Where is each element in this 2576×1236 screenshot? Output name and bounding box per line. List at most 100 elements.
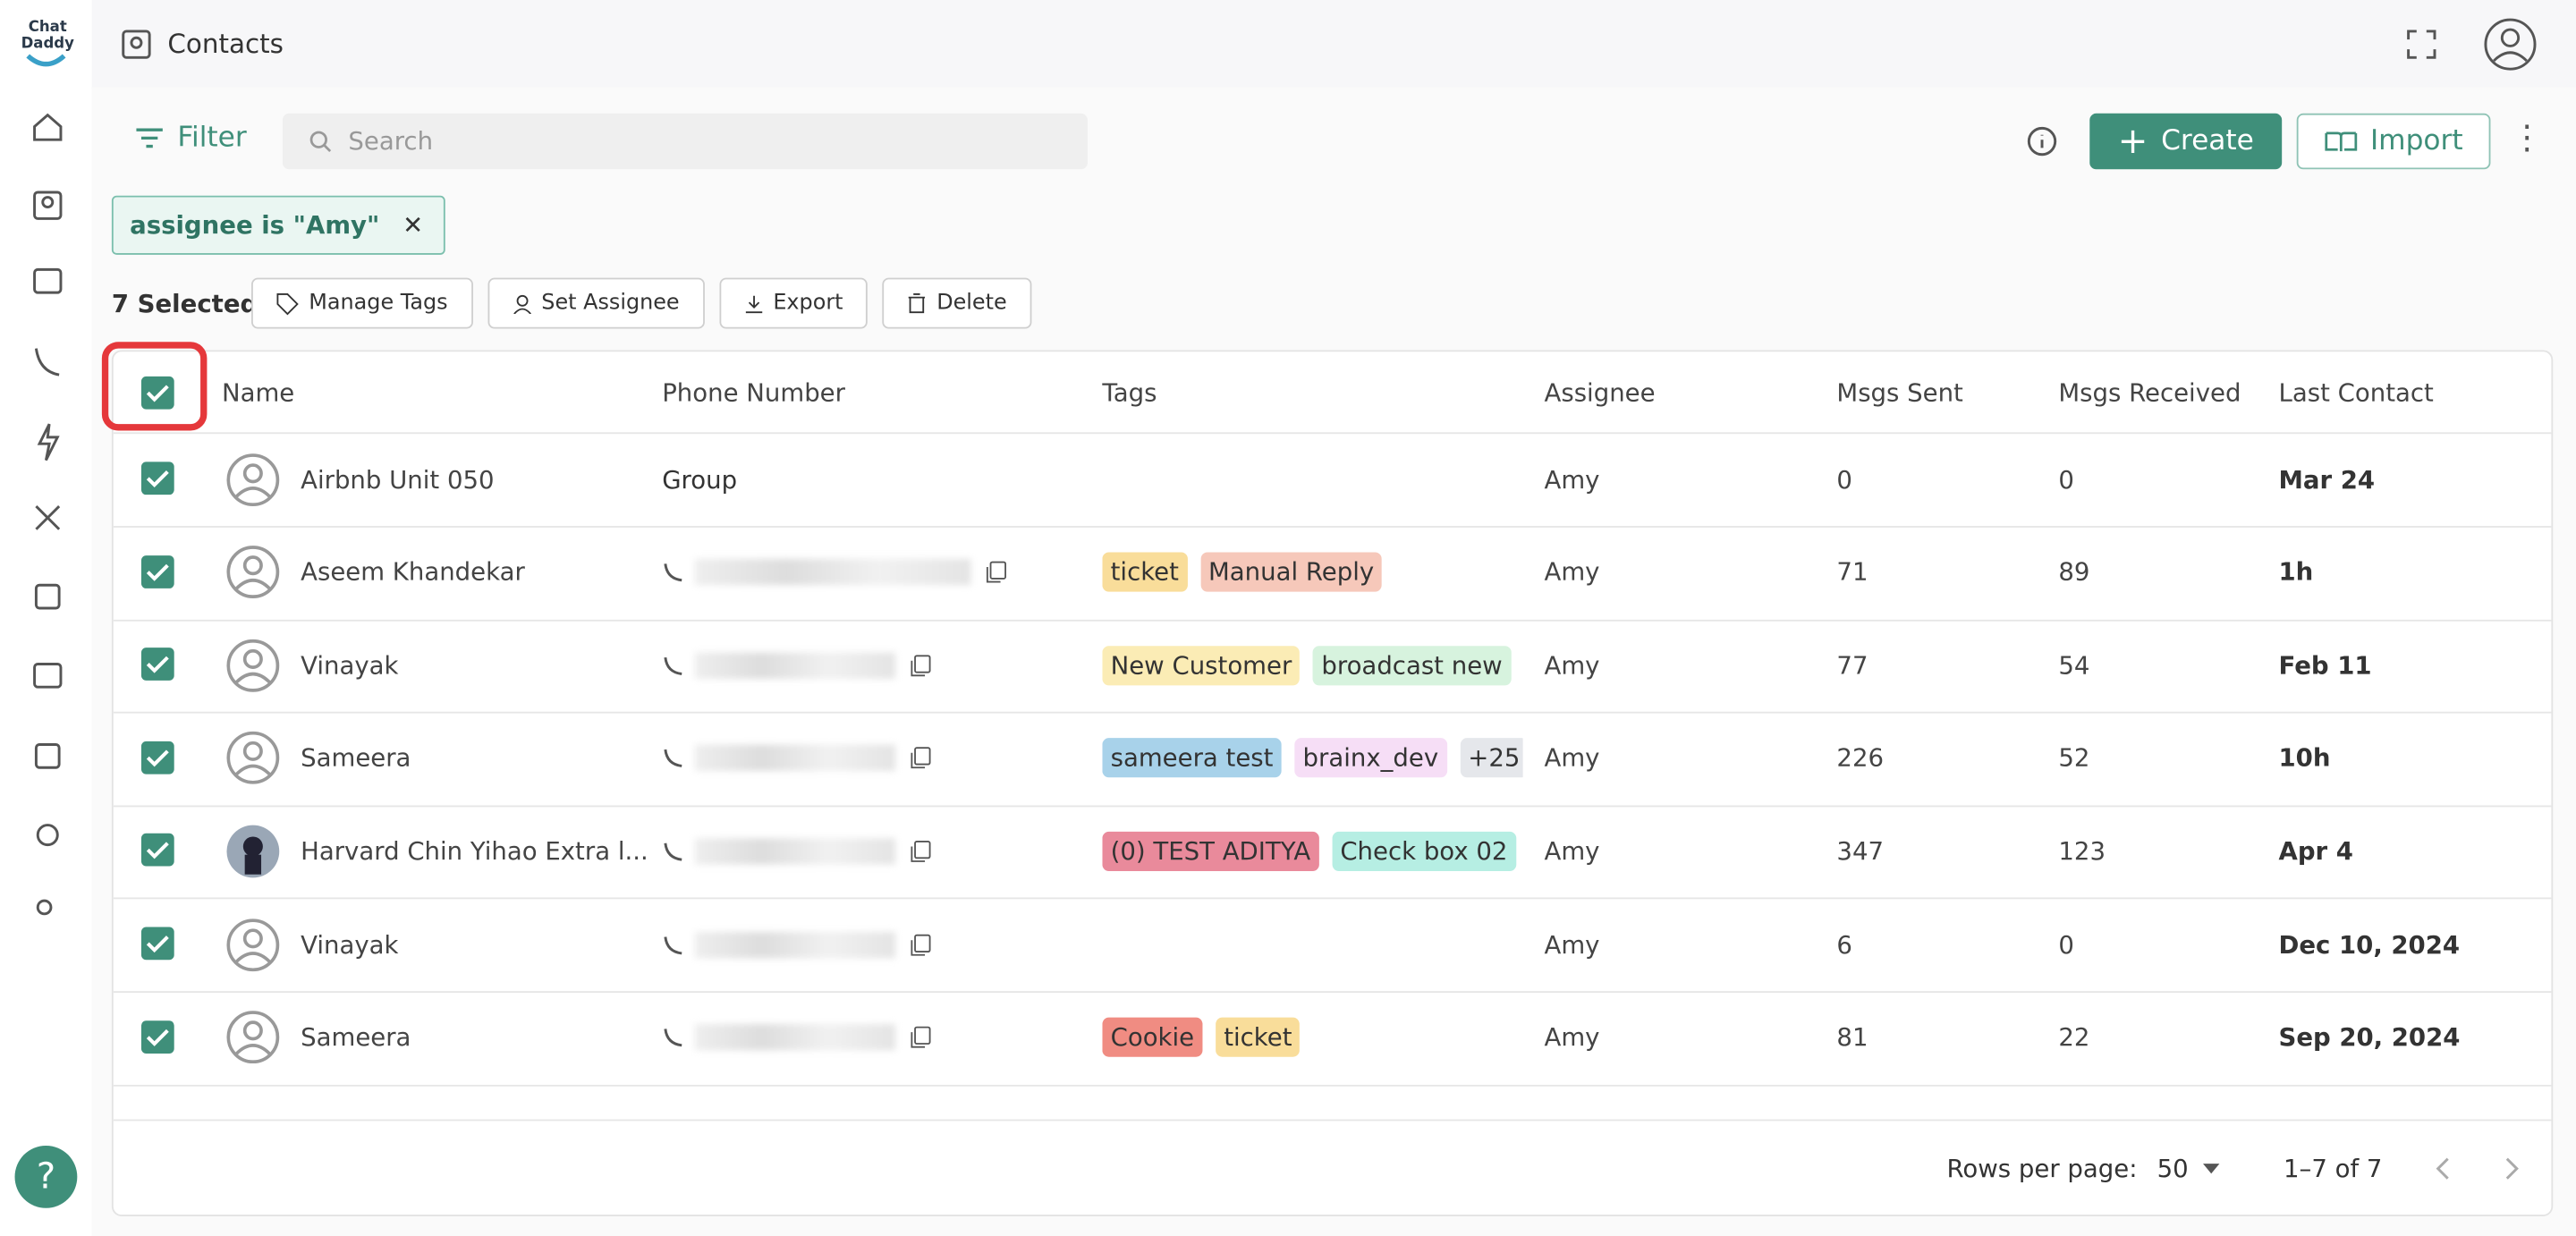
tag[interactable]: ticket (1102, 552, 1188, 592)
search-input[interactable]: Search (282, 113, 1088, 170)
action-button[interactable]: Set Assignee (487, 277, 705, 329)
tags (1102, 432, 1522, 526)
page-nav[interactable] (2433, 1156, 2531, 1189)
contact-row[interactable]: Harvard Chin Yihao Extra l... (0) TEST AD… (113, 804, 2552, 900)
filter-chip[interactable]: assignee is "Amy" ✕ (111, 195, 445, 255)
profile-button[interactable] (2482, 16, 2538, 72)
filter-label: Filter (177, 121, 247, 155)
contact-row[interactable]: Sameera Cookie ticket Amy 81 22 Sep 20, 2024 (113, 990, 2552, 1087)
contact-name: Sameera (301, 1022, 411, 1053)
tag[interactable]: ticket (1216, 1017, 1301, 1057)
rows-per-page-value: 50 (2157, 1154, 2189, 1184)
selected-count: 7 Selected (111, 289, 258, 319)
last-contact: Feb 11 (2278, 650, 2372, 681)
action-button[interactable]: Manage Tags (251, 277, 473, 329)
create-button[interactable]: + Create (2089, 113, 2283, 170)
phone-blurred (662, 804, 931, 898)
sent: 0 (1836, 464, 1852, 495)
column-header[interactable]: Msgs Sent (1836, 377, 1963, 407)
tags: ticket Manual Reply (1102, 525, 1522, 619)
tag[interactable]: Cookie (1102, 1017, 1203, 1057)
row-checkbox[interactable] (140, 461, 174, 495)
column-header[interactable]: Assignee (1544, 377, 1656, 407)
logo[interactable]: Chat Daddy (21, 20, 74, 53)
highlight-box (101, 342, 208, 431)
sent: 77 (1836, 650, 1868, 681)
tag[interactable]: brainx_dev (1294, 738, 1447, 778)
info-button[interactable] (2026, 125, 2059, 158)
page-title: Contacts (167, 28, 284, 60)
more-button[interactable]: · · · (2521, 106, 2533, 170)
phone-blurred (662, 897, 931, 991)
phone-blurred (662, 525, 1007, 619)
action-button[interactable]: Export (718, 277, 869, 329)
tags: Cookie ticket (1102, 990, 1522, 1084)
tag[interactable]: +25 (1460, 738, 1523, 778)
tag[interactable]: (0) TEST ADITYA (1102, 831, 1319, 871)
assignee: Amy (1544, 743, 1600, 774)
received: 54 (2058, 650, 2090, 681)
avatar (225, 618, 281, 712)
column-header[interactable]: Msgs Received (2058, 377, 2241, 407)
tag[interactable]: sameera test (1102, 738, 1282, 778)
row-checkbox[interactable] (140, 741, 174, 775)
sent: 81 (1836, 1022, 1868, 1053)
fullscreen-button[interactable] (2405, 28, 2438, 61)
tags (1102, 897, 1522, 991)
contact-row[interactable]: Airbnb Unit 050 Group Amy 0 0 Mar 24 (113, 432, 2552, 528)
nav-icons[interactable] (30, 108, 65, 963)
row-checkbox[interactable] (140, 648, 174, 681)
row-checkbox[interactable] (140, 555, 174, 588)
avatar (225, 897, 281, 991)
sent: 6 (1836, 929, 1852, 960)
received: 89 (2058, 557, 2090, 588)
tag[interactable]: Check box 02 (1332, 831, 1516, 871)
rows-per-page-select[interactable]: 50 (2157, 1154, 2222, 1183)
tag[interactable]: broadcast new (1313, 645, 1511, 685)
column-header[interactable]: Phone Number (662, 377, 845, 407)
contact-row[interactable]: Vinayak Amy 6 0 Dec 10, 2024 (113, 897, 2552, 994)
pagination: Rows per page: 50 1–7 of 7 (113, 1119, 2552, 1215)
tag[interactable]: Manual Reply (1199, 552, 1383, 592)
filter-button[interactable]: Filter (135, 122, 247, 155)
action-button[interactable]: Delete (882, 277, 1032, 329)
last-contact: Apr 4 (2278, 836, 2353, 867)
rows-per-page-label: Rows per page: (1946, 1154, 2138, 1184)
contact-name: Airbnb Unit 050 (301, 464, 495, 495)
contact-name: Vinayak (301, 650, 399, 681)
contact-row[interactable]: Aseem Khandekar ticket Manual Reply Amy 71 89… (113, 525, 2552, 621)
sidebar: Chat Daddy ? (0, 0, 94, 1236)
row-checkbox[interactable] (140, 927, 174, 961)
contact-row[interactable]: Sameera sameera test brainx_dev +25 Amy 226 52… (113, 711, 2552, 807)
avatar (225, 711, 281, 805)
search-placeholder: Search (348, 126, 434, 157)
last-contact: 10h (2278, 743, 2331, 774)
assignee: Amy (1544, 929, 1600, 960)
import-button[interactable]: Import (2296, 113, 2491, 170)
row-checkbox[interactable] (140, 834, 174, 868)
row-checkbox[interactable] (140, 1020, 174, 1054)
received: 0 (2058, 464, 2074, 495)
column-header[interactable]: Name (221, 377, 295, 407)
logo-smile (26, 54, 66, 67)
tag[interactable]: New Customer (1102, 645, 1301, 685)
column-header[interactable]: Tags (1102, 377, 1157, 407)
contact-name: Vinayak (301, 929, 399, 960)
assignee: Amy (1544, 1022, 1600, 1053)
create-label: Create (2161, 124, 2254, 158)
select-all-checkbox[interactable] (140, 376, 174, 410)
contacts-icon (122, 30, 151, 59)
received: 0 (2058, 929, 2074, 960)
table-header: Name Phone Number Tags Assignee Msgs Sent Msg… (113, 351, 2552, 435)
help-button[interactable]: ? (14, 1145, 78, 1208)
assignee: Amy (1544, 464, 1600, 495)
column-header[interactable]: Last Contact (2278, 377, 2434, 407)
tags: sameera test brainx_dev +25 (1102, 711, 1523, 805)
action-label: Set Assignee (541, 291, 680, 316)
last-contact: 1h (2278, 557, 2314, 588)
action-label: Export (773, 291, 843, 316)
contacts-table: Name Phone Number Tags Assignee Msgs Sent Msg… (111, 350, 2554, 1216)
action-label: Delete (936, 291, 1007, 316)
